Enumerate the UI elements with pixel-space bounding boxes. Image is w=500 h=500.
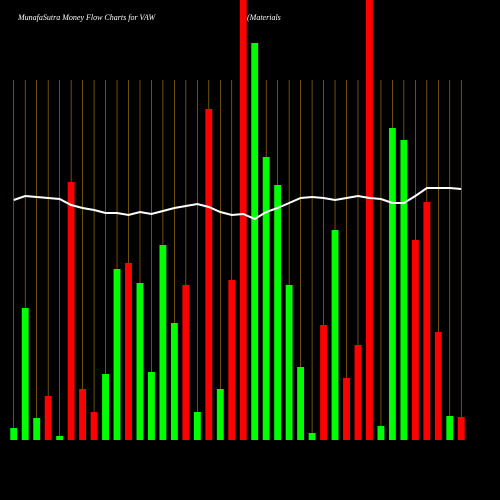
bar — [388, 128, 396, 440]
bar — [228, 280, 236, 440]
bar — [366, 0, 373, 440]
bar — [423, 202, 431, 440]
bar — [170, 323, 178, 440]
bar — [308, 433, 316, 440]
bar — [79, 389, 87, 440]
chart-subtitle: (Materials ETF) — [247, 13, 500, 22]
bar — [44, 396, 52, 440]
bar — [354, 345, 362, 440]
bar — [21, 308, 29, 440]
bar — [457, 417, 465, 440]
bar — [205, 109, 213, 440]
bar — [216, 389, 224, 440]
bar — [90, 412, 98, 440]
bar — [67, 182, 75, 440]
bar — [320, 325, 328, 440]
bar — [400, 140, 408, 440]
bar — [56, 436, 64, 440]
bar — [446, 416, 454, 440]
bar — [147, 372, 155, 440]
bar — [343, 378, 350, 440]
bar — [262, 157, 270, 440]
bar — [285, 285, 293, 440]
bar — [193, 412, 201, 440]
bar — [274, 185, 282, 440]
money-flow-line — [13, 187, 462, 221]
bar — [239, 0, 247, 440]
bar — [136, 283, 144, 440]
bar — [10, 428, 18, 440]
bar — [125, 263, 132, 440]
bar — [251, 43, 259, 440]
bar — [411, 240, 419, 440]
bar — [182, 285, 190, 440]
bar — [377, 426, 385, 440]
bar — [102, 374, 109, 440]
bar — [434, 332, 442, 440]
bar — [297, 367, 305, 440]
chart-title: MunafaSutra Money Flow Charts for VAW — [17, 13, 156, 22]
bar — [159, 245, 167, 440]
bar — [331, 230, 339, 440]
bar — [113, 269, 121, 440]
bar — [33, 418, 41, 440]
